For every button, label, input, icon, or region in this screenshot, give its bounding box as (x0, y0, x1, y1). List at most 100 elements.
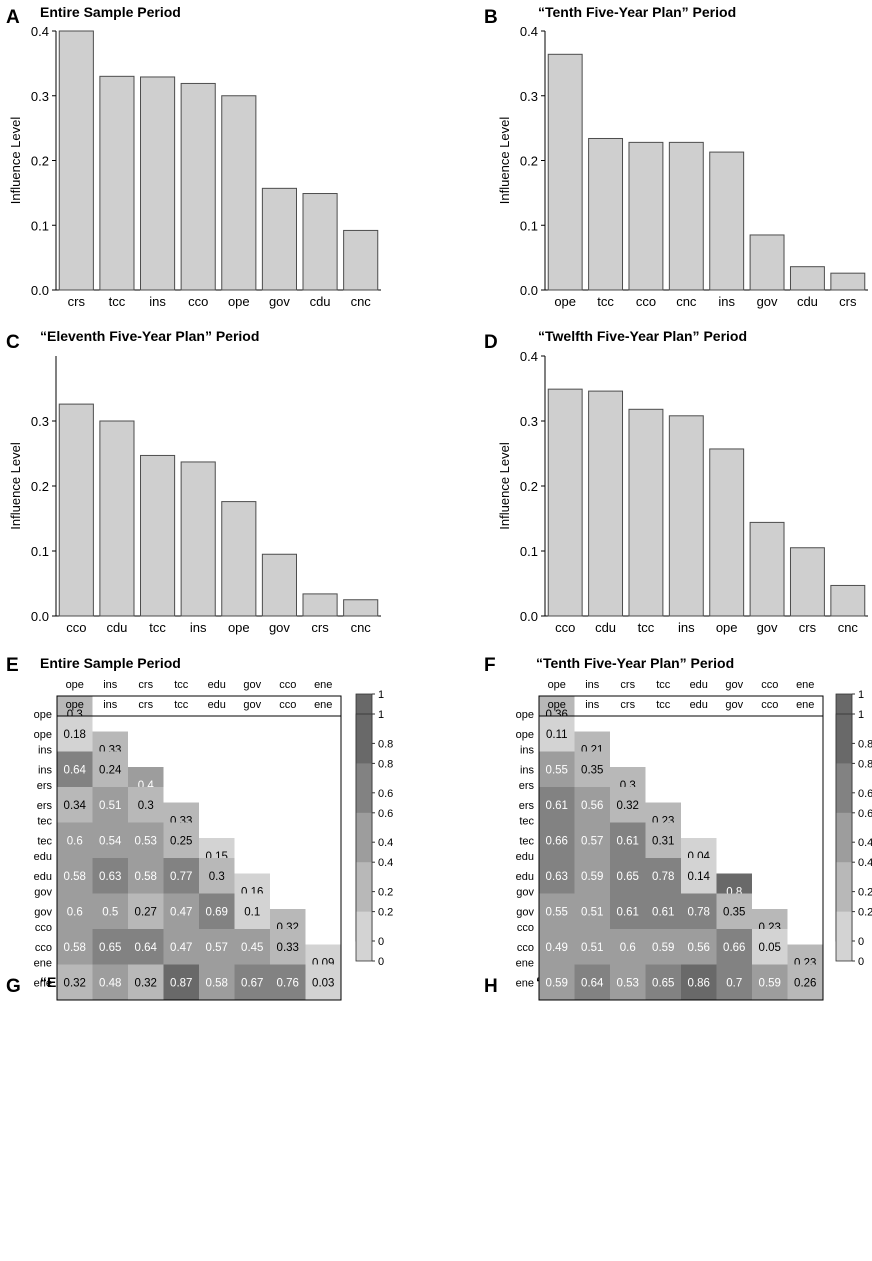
cell-value: 0.53 (617, 977, 639, 989)
heatmap-cell (539, 893, 575, 929)
x-tick-label: ins (190, 620, 207, 635)
heatmap-cell (645, 858, 681, 894)
bar-cnc (343, 229, 379, 291)
column-label: gov (725, 679, 743, 691)
heatmap-cell (610, 787, 646, 823)
x-tick-label: crs (311, 620, 329, 635)
cell-value: 0.05 (759, 942, 781, 954)
cell-value: 0.59 (759, 977, 781, 989)
row-label: ope (516, 709, 534, 721)
y-tick-label: 0.2 (31, 154, 49, 169)
heatmap-cell (681, 964, 717, 1000)
bar-ope (709, 448, 745, 617)
bar-cnc (343, 599, 379, 617)
cell-value: 0.48 (99, 977, 121, 989)
heatmap-cell (92, 787, 128, 823)
bar-tcc (588, 137, 624, 291)
row-label: ins (38, 764, 53, 776)
cell-value: 0.51 (99, 800, 121, 812)
cell-value: 0.7 (726, 977, 742, 989)
x-tick-label: cnc (838, 620, 859, 635)
x-tick-label: ins (149, 294, 166, 309)
column-label: edu (690, 679, 708, 691)
heatmap-cell (234, 893, 270, 929)
bar-cco (180, 82, 216, 291)
x-tick-label: ins (678, 620, 695, 635)
panel-letter: G (6, 976, 21, 997)
bar-gov (749, 521, 785, 617)
heatmap-cell (716, 893, 752, 929)
cell-value: 0.47 (170, 906, 192, 918)
x-tick-label: gov (269, 620, 290, 635)
heatmap-cell (574, 822, 610, 858)
colorbar-label: 0.4 (858, 837, 872, 849)
row-label: ers (37, 800, 53, 812)
heatmap-cell (574, 751, 610, 787)
panel-letter: A (6, 7, 20, 28)
row-label: ins (38, 744, 53, 756)
heatmap-cell (128, 858, 164, 894)
column-label: ins (103, 679, 118, 691)
heatmap-cell (92, 929, 128, 965)
heatmap-cell (163, 822, 199, 858)
column-label: tcc (174, 679, 189, 691)
colorbar-segment (356, 862, 372, 912)
heatmap-cell (610, 858, 646, 894)
heatmap-cell (305, 964, 341, 1000)
cell-value: 0.3 (209, 871, 225, 883)
heatmap-cell (57, 929, 93, 965)
column-label: tcc (656, 699, 671, 711)
cell-value: 0.59 (581, 871, 603, 883)
y-tick-label: 0.0 (31, 609, 49, 624)
heatmap-cell (574, 787, 610, 823)
colorbar-segment (836, 763, 852, 813)
column-label: cco (761, 699, 778, 711)
column-label: ope (548, 699, 566, 711)
heatmap-cell (57, 964, 93, 1000)
heatmap-cell (539, 964, 575, 1000)
cell-value: 0.66 (723, 942, 745, 954)
row-label: ene (516, 977, 534, 989)
y-tick-label: 0.1 (31, 218, 49, 233)
y-tick-label: 0.1 (520, 544, 538, 559)
heatmap-cell (128, 787, 164, 823)
heatmap-cell (574, 929, 610, 965)
cell-value: 0.58 (64, 871, 86, 883)
row-label: gov (34, 886, 52, 898)
heatmap-cell (787, 964, 823, 1000)
cell-value: 0.61 (617, 906, 639, 918)
y-tick-label: 0.2 (31, 479, 49, 494)
y-tick-label: 0.0 (31, 283, 49, 298)
heatmap-cell (128, 964, 164, 1000)
bar-ins (140, 76, 176, 291)
row-label: ers (519, 800, 535, 812)
cell-value: 0.78 (652, 871, 674, 883)
bar-chart-A: A Entire Sample Period 0.0 0.1 0.2 0.3 0.4 Infl… (6, 4, 381, 309)
column-label: ope (66, 679, 84, 691)
x-tick-label: gov (269, 294, 290, 309)
row-label: tec (37, 835, 52, 847)
colorbar-segment (836, 911, 852, 961)
heatmap-cell (752, 964, 788, 1000)
row-label: cco (517, 922, 534, 934)
cell-value: 0.57 (581, 835, 603, 847)
chart-title: “Eleventh Five-Year Plan” Period (40, 328, 259, 344)
y-tick-label: 0.1 (520, 218, 538, 233)
colorbar-label: 0 (378, 936, 384, 948)
y-tick-label: 0.2 (520, 479, 538, 494)
cell-value: 0.78 (688, 906, 710, 918)
cell-value: 0.49 (546, 942, 568, 954)
row-label: cco (517, 942, 534, 954)
heatmap-frame (56, 715, 342, 1001)
row-label: ope (34, 709, 52, 721)
heatmap-cell (199, 858, 235, 894)
bar-chart-B: B “Tenth Five-Year Plan” Period 0.0 0.1 0.2 0… (484, 4, 868, 309)
bar-cdu (302, 193, 338, 291)
heatmap-cell (234, 929, 270, 965)
bar-gov (261, 553, 297, 617)
x-tick-label: cdu (595, 620, 616, 635)
heatmap-cell (574, 858, 610, 894)
y-tick-label: 0.4 (31, 24, 49, 39)
column-label: ope (66, 699, 84, 711)
cell-value: 0.61 (546, 800, 568, 812)
